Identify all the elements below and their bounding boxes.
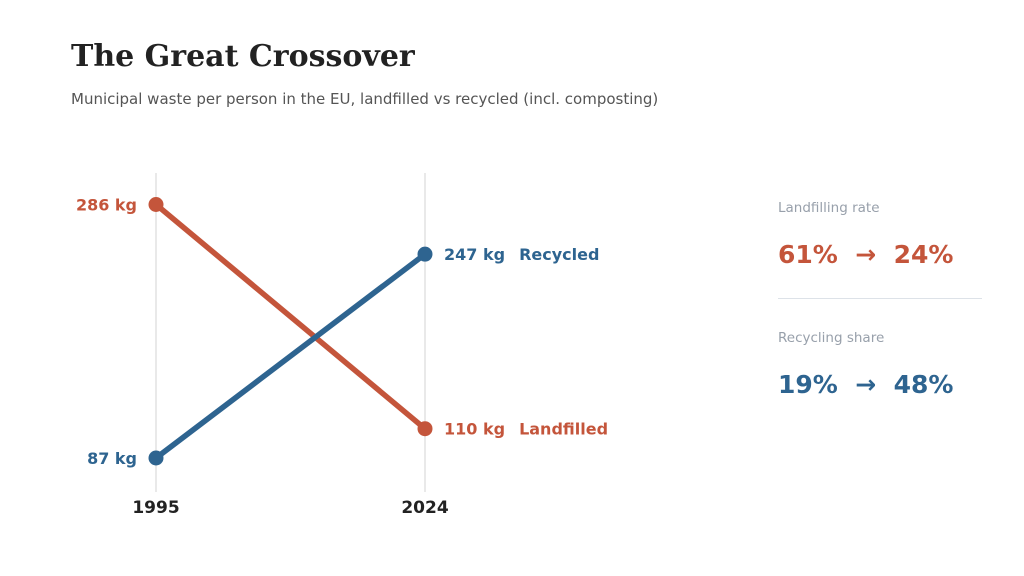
recycling-share-label: Recycling share xyxy=(778,330,885,346)
recycled-end-label: 247 kg Recycled xyxy=(444,245,599,264)
recycling-share-value: 19% → 48% xyxy=(778,370,953,399)
recycled-point-start xyxy=(148,450,164,466)
chart-subtitle: Municipal waste per person in the EU, la… xyxy=(71,90,659,108)
arrow-icon: → xyxy=(855,370,877,399)
recycled-start-label: 87 kg xyxy=(87,449,137,468)
recycled-series-name: Recycled xyxy=(519,245,599,264)
landfilled-point-end xyxy=(417,421,433,437)
landfilling-rate-to: 24% xyxy=(893,240,954,269)
recycling-share-from: 19% xyxy=(778,370,838,399)
landfilled-start-label: 286 kg xyxy=(76,196,137,215)
chart-title: The Great Crossover xyxy=(71,39,415,74)
x-tick-label: 2024 xyxy=(401,498,448,518)
landfilled-line xyxy=(153,201,428,432)
landfilled-end-label: 110 kg Landfilled xyxy=(444,420,608,439)
recycled-line xyxy=(153,251,428,461)
landfilled-end-value: 110 kg xyxy=(444,420,505,439)
recycled-end-value: 247 kg xyxy=(444,245,505,264)
recycling-share-to: 48% xyxy=(893,370,954,399)
landfilling-rate-value: 61% → 24% xyxy=(778,240,953,269)
landfilling-rate-label: Landfilling rate xyxy=(778,200,880,216)
arrow-icon: → xyxy=(855,240,877,269)
recycled-point-end xyxy=(417,246,433,262)
x-tick-label: 1995 xyxy=(132,498,179,518)
landfilled-point-start xyxy=(148,197,164,212)
stats-divider xyxy=(778,298,982,299)
landfilled-series-name: Landfilled xyxy=(519,420,608,439)
landfilling-rate-from: 61% xyxy=(778,240,838,269)
